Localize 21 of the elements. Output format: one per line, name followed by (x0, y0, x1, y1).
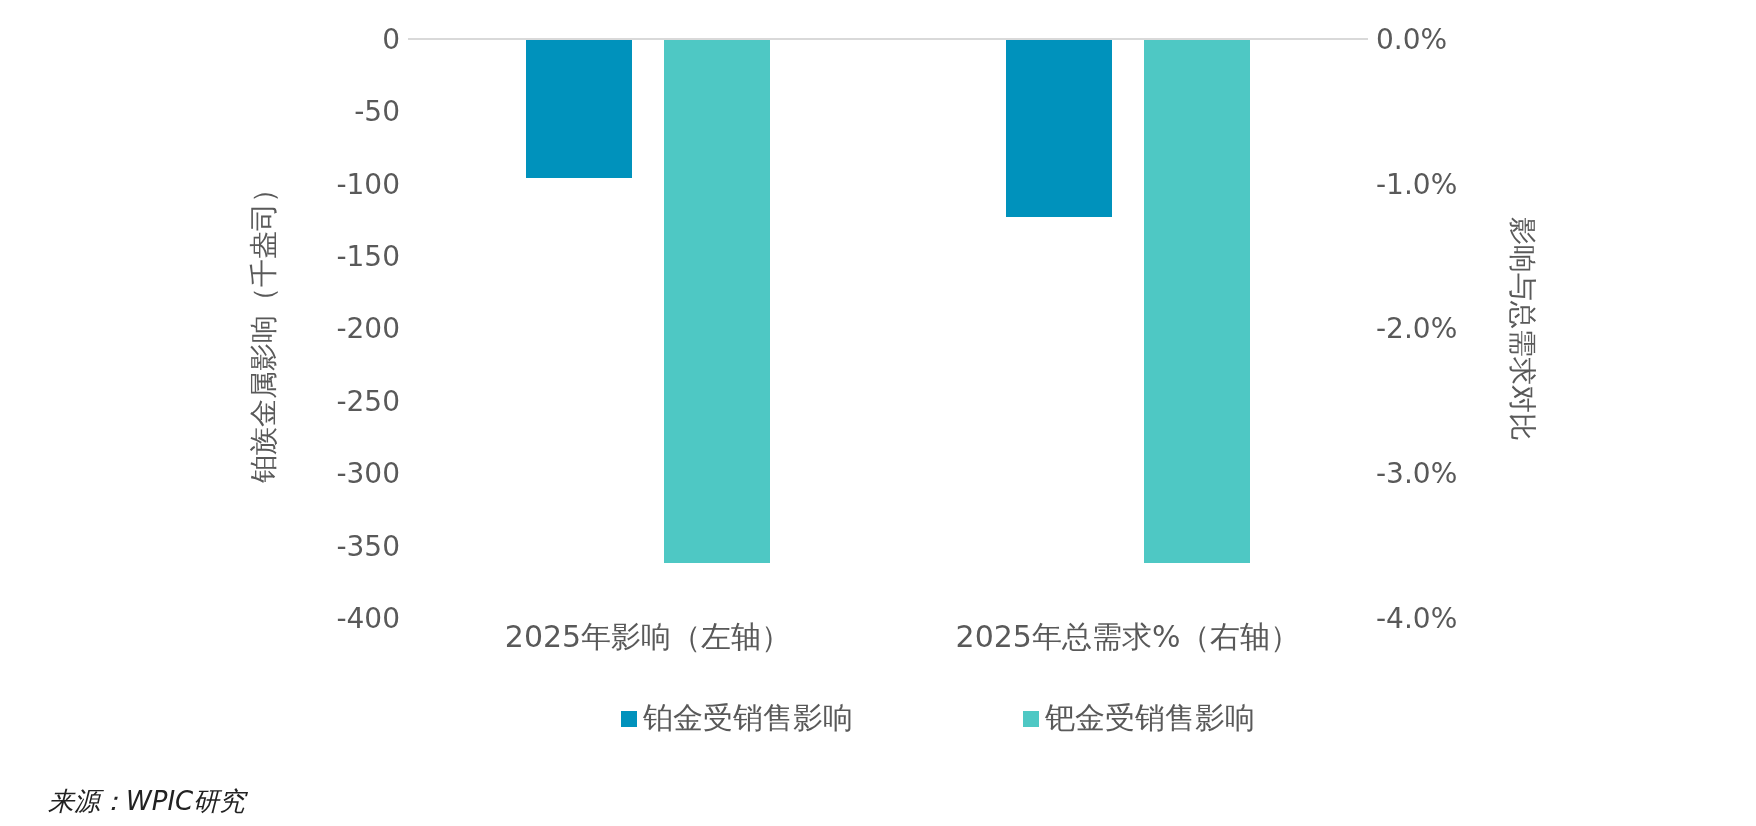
y-tick-label: -250 (336, 384, 400, 418)
y-tick-label: -100 (336, 167, 400, 201)
x-tick-label: 2025年总需求%（右轴） (955, 619, 1301, 655)
y-tick-label: -150 (336, 240, 400, 274)
y-tick-label: -200 (336, 312, 400, 346)
y2-tick-label: -4.0% (1376, 601, 1458, 635)
y2-tick-label: -2.0% (1376, 312, 1458, 346)
y-tick-label: -350 (336, 529, 400, 563)
y2-tick-label: -3.0% (1376, 457, 1458, 491)
source-note: 来源：WPIC研究 (48, 785, 249, 818)
legend-label: 铂金受销售影响 (643, 699, 853, 737)
y2-axis-title: 影响与总需求对比 (1506, 216, 1540, 441)
y-axis-title: 铂族金属影响（千盎司） (246, 174, 280, 484)
x-tick-label: 2025年影响（左轴） (504, 619, 792, 655)
y-tick-label: -50 (354, 95, 400, 129)
y2-tick-label: -1.0% (1376, 167, 1458, 201)
y2-tick-label: 0.0% (1376, 22, 1448, 56)
y-tick-label: 0 (382, 22, 400, 56)
legend-label: 钯金受销售影响 (1045, 699, 1255, 737)
y-tick-label: -300 (336, 457, 400, 491)
y-tick-label: -400 (336, 601, 400, 635)
